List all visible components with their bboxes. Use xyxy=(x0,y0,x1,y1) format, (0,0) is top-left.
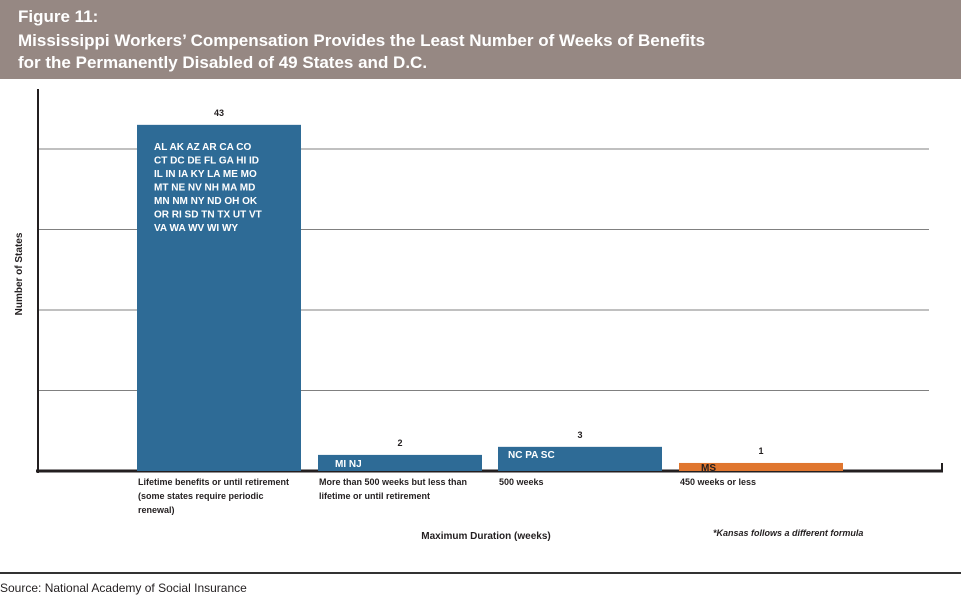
bar-states-line: AL AK AZ AR CA CO xyxy=(154,142,251,153)
category-label-line: (some states require periodic xyxy=(138,491,264,501)
figure-title-line-1: Mississippi Workers’ Compensation Provid… xyxy=(18,31,706,50)
bar-1 xyxy=(137,124,301,471)
bar-states-line: OR RI SD TN TX UT VT xyxy=(154,209,262,220)
bar-2 xyxy=(318,454,482,471)
bar-value-label-4: 1 xyxy=(758,446,763,456)
source-note: Source: National Academy of Social Insur… xyxy=(0,581,247,595)
category-label-line: More than 500 weeks but less than xyxy=(319,477,467,487)
bar-4 xyxy=(679,462,843,471)
y-axis-label: Number of States xyxy=(14,232,25,315)
bar-states-line: IL IN IA KY LA ME MO xyxy=(154,169,257,180)
figure-title-line-2: for the Permanently Disabled of 49 State… xyxy=(18,53,428,72)
category-label-line: renewal) xyxy=(138,505,175,515)
bar-value-label-1: 43 xyxy=(214,108,224,118)
source-divider xyxy=(0,572,961,574)
bar-value-label-3: 3 xyxy=(577,430,582,440)
category-label-line: Lifetime benefits or until retirement xyxy=(138,477,289,487)
bar-value-label-2: 2 xyxy=(397,438,402,448)
bar-states-line: MI NJ xyxy=(335,459,362,470)
bar-states-line: MN NM NY ND OH OK xyxy=(154,196,258,207)
category-label-line: 500 weeks xyxy=(499,477,544,487)
bar-3 xyxy=(498,446,662,471)
category-label-line: 450 weeks or less xyxy=(680,477,756,487)
bar-chart: Number of States 43 AL AK AZ AR CA CO CT DC… xyxy=(14,89,943,542)
bar-states-line: MT NE NV NH MA MD xyxy=(154,182,255,193)
x-axis-label: Maximum Duration (weeks) xyxy=(421,531,550,542)
figure-header: Figure 11: Mississippi Workers’ Compensa… xyxy=(0,0,961,79)
bar-states-line: MS xyxy=(701,463,716,474)
bar-states-line: CT DC DE FL GA HI ID xyxy=(154,155,259,166)
figure-title: Mississippi Workers’ Compensation Provid… xyxy=(18,30,918,74)
bar-states-line: VA WA WV WI WY xyxy=(154,223,238,234)
bar-states-line: NC PA SC xyxy=(508,450,555,461)
chart-footnote: *Kansas follows a different formula xyxy=(713,528,863,538)
category-label-line: lifetime or until retirement xyxy=(319,491,430,501)
figure-label: Figure 11: xyxy=(18,7,99,26)
